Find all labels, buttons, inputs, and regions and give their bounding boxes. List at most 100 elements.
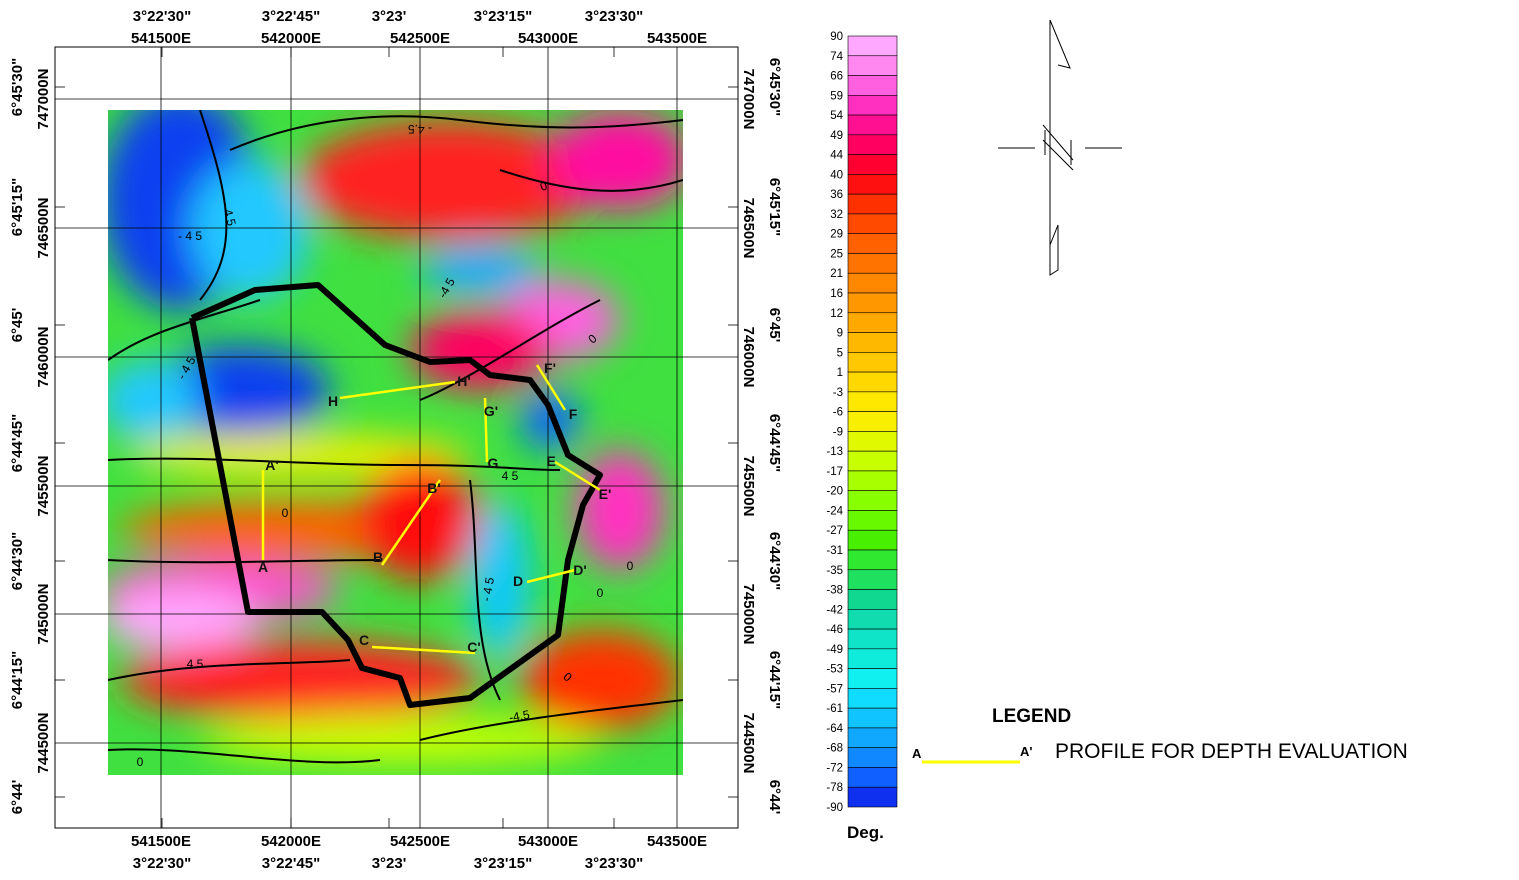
colorbar-label: -9 xyxy=(833,426,843,438)
colorbar-cell xyxy=(848,510,897,530)
colorbar-label: -24 xyxy=(826,505,843,517)
colorbar-label: -46 xyxy=(826,624,843,636)
profile-start-label: A xyxy=(258,559,268,575)
right-dms-label: 6°44'45" xyxy=(766,414,783,472)
colorbar-label: -31 xyxy=(826,545,843,557)
profile-start-label: H xyxy=(328,393,338,409)
colorbar-cell xyxy=(848,372,897,392)
colorbar-cell xyxy=(848,471,897,491)
colorbar-label: -42 xyxy=(826,604,843,616)
colorbar-label: 25 xyxy=(830,248,843,260)
colorbar-cell xyxy=(848,352,897,372)
map-figure: LEGEND A A' PROFILE FOR DEPTH EVALUATION… xyxy=(0,0,1519,875)
contour-label: 4 5 xyxy=(187,657,204,671)
colorbar-label: 16 xyxy=(830,288,843,300)
profile-end-label: C' xyxy=(467,639,480,655)
colorbar-label: -57 xyxy=(826,683,843,695)
colorbar-cell xyxy=(848,95,897,115)
colorbar-label: 66 xyxy=(830,71,843,83)
bottom-dms-label: 3°23'15" xyxy=(474,855,532,872)
profile-start-label: D xyxy=(513,573,523,589)
colorbar-label: 59 xyxy=(830,90,843,102)
left-northing-label: 745000N xyxy=(35,584,52,645)
colorbar-label: 40 xyxy=(830,169,843,181)
right-northing-label: 745500N xyxy=(740,456,757,517)
colorbar-label: 21 xyxy=(830,268,843,280)
colorbar-label: -20 xyxy=(826,486,843,498)
colorbar-cell xyxy=(848,451,897,471)
colorbar-cell xyxy=(848,767,897,787)
right-northing-label: 744500N xyxy=(740,713,757,774)
profile-start-label: F xyxy=(569,406,578,422)
colorbar-label: -61 xyxy=(826,703,843,715)
colorbar-cell xyxy=(848,214,897,234)
right-dms-label: 6°44'15" xyxy=(766,651,783,709)
top-easting-label: 543000E xyxy=(518,30,578,47)
colorbar-unit: Deg. xyxy=(847,823,884,842)
colorbar-cell xyxy=(848,491,897,511)
colorbar-cell xyxy=(848,412,897,432)
colorbar-cell xyxy=(848,688,897,708)
colorbar-label: 44 xyxy=(830,150,843,162)
profile-end-label: H' xyxy=(457,373,470,389)
left-dms-label: 6°45' xyxy=(9,308,26,343)
left-northing-label: 746000N xyxy=(35,327,52,388)
colorbar-cell xyxy=(848,76,897,96)
left-dms-label: 6°44' xyxy=(9,780,26,815)
colorbar-label: 1 xyxy=(837,367,843,379)
left-dms-label: 6°45'15" xyxy=(9,178,26,236)
bottom-easting-label: 542500E xyxy=(390,833,450,850)
colorbar-label: -17 xyxy=(826,466,843,478)
bottom-dms-label: 3°23'30" xyxy=(585,855,643,872)
colorbar-label: -72 xyxy=(826,762,843,774)
colorbar-label: -90 xyxy=(826,802,843,814)
colorbar-cell xyxy=(848,135,897,155)
colorbar-cell xyxy=(848,36,897,56)
colorbar-cell xyxy=(848,273,897,293)
top-easting-label: 542500E xyxy=(390,30,450,47)
colorbar-label: 49 xyxy=(830,130,843,142)
profile-start-label: C xyxy=(359,632,369,648)
contour-label: 0 xyxy=(137,755,144,769)
left-dms-label: 6°44'15" xyxy=(9,651,26,709)
top-dms-label: 3°23' xyxy=(372,8,407,25)
colorbar-label: -49 xyxy=(826,644,843,656)
contour-label: 0 xyxy=(597,586,604,600)
legend-text: PROFILE FOR DEPTH EVALUATION xyxy=(1055,740,1408,763)
colorbar-cell xyxy=(848,392,897,412)
right-northing-label: 745000N xyxy=(740,584,757,645)
bottom-easting-label: 543500E xyxy=(647,833,707,850)
bottom-easting-label: 543000E xyxy=(518,833,578,850)
colorbar-label: -35 xyxy=(826,565,843,577)
colorbar-label: 9 xyxy=(837,328,843,340)
left-dms-label: 6°44'45" xyxy=(9,414,26,472)
profile-start-label: G xyxy=(488,455,499,471)
colorbar-label: -53 xyxy=(826,664,843,676)
colorbar-label: -27 xyxy=(826,525,843,537)
colorbar-label: -78 xyxy=(826,782,843,794)
colorbar-cell xyxy=(848,155,897,175)
colorbar-cell xyxy=(848,570,897,590)
right-northing-label: 746500N xyxy=(740,198,757,259)
colorbar-label: 29 xyxy=(830,229,843,241)
top-dms-label: 3°22'30" xyxy=(133,8,191,25)
left-dms-label: 6°44'30" xyxy=(9,532,26,590)
colorbar-cell xyxy=(848,787,897,807)
top-dms-label: 3°23'30" xyxy=(585,8,643,25)
right-dms-label: 6°45'15" xyxy=(766,178,783,236)
colorbar-label: -68 xyxy=(826,743,843,755)
colorbar-cell xyxy=(848,530,897,550)
bottom-easting-label: 542000E xyxy=(261,833,321,850)
colorbar-label: -38 xyxy=(826,585,843,597)
colorbar-cell xyxy=(848,293,897,313)
colorbar-label: -13 xyxy=(826,446,843,458)
contour-label: 0 xyxy=(627,559,634,573)
right-dms-label: 6°45'30" xyxy=(766,58,783,116)
left-dms-label: 6°45'30" xyxy=(9,58,26,116)
colorbar-label: 54 xyxy=(830,110,843,122)
colorbar-label: -3 xyxy=(833,387,843,399)
top-dms-label: 3°22'45" xyxy=(262,8,320,25)
right-dms-label: 6°44' xyxy=(766,780,783,815)
profile-start-label: B xyxy=(373,549,383,565)
colorbar-cell xyxy=(848,234,897,254)
